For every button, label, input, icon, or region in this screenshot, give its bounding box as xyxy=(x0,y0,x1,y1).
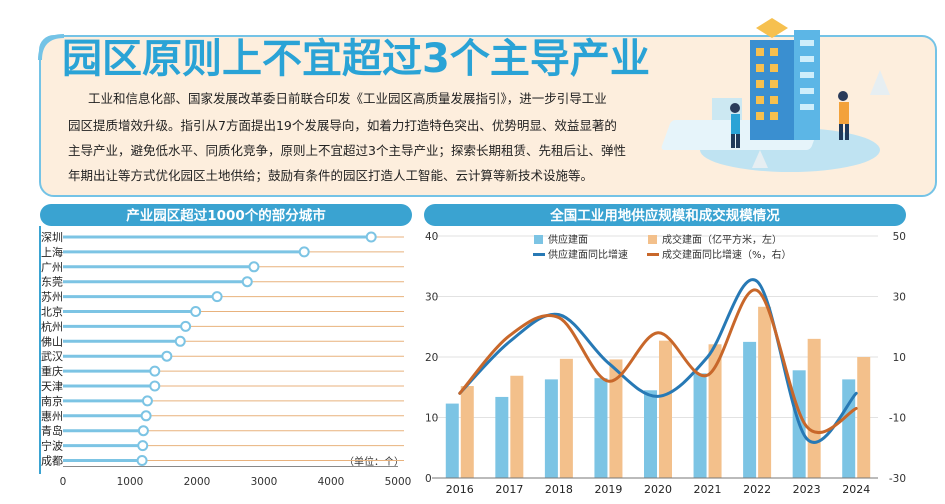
city-label: 杭州 xyxy=(41,319,63,333)
city-bar-dot xyxy=(298,246,310,258)
left-y-tick-label: 0 xyxy=(425,473,432,485)
intro-line-3: 主导产业，避免低水平、同质化竞争，原则上不宜超过3个主导产业；探索长期租赁、先租… xyxy=(68,143,626,158)
legend-swatch-line xyxy=(647,253,659,256)
left-y-tick-label: 20 xyxy=(425,352,438,364)
right-y-tick-label: -10 xyxy=(889,413,906,425)
x-tick-label: 2018 xyxy=(545,483,573,496)
city-label: 惠州 xyxy=(41,409,63,423)
x-tick-label: 0 xyxy=(60,476,67,488)
x-tick-label: 2019 xyxy=(594,483,622,496)
city-bar-dot xyxy=(211,291,223,303)
city-label: 成都 xyxy=(41,455,63,468)
city-label: 佛山 xyxy=(41,335,63,348)
city-label: 青岛 xyxy=(41,424,63,438)
header-panel: 园区原则上不宜超过3个主导产业 工业和信息化部、国家发展改革委日前联合印发《工业… xyxy=(38,34,937,197)
right-chart-title-bar xyxy=(424,204,906,226)
x-tick-label: 2023 xyxy=(793,483,821,496)
page-title: 园区原则上不宜超过3个主导产业 xyxy=(62,36,650,82)
x-tick-label: 1000 xyxy=(117,476,144,488)
city-bar-dot xyxy=(190,306,202,317)
supply-area-bar xyxy=(693,373,707,478)
deal-area-bar xyxy=(559,358,573,478)
city-label: 宁波 xyxy=(41,439,63,453)
x-tick-label: 2020 xyxy=(644,483,672,496)
city-label: 东莞 xyxy=(41,276,63,289)
left-y-tick-label: 10 xyxy=(425,413,438,425)
legend-label: 供应建面 xyxy=(548,233,588,246)
x-tick-label: 3000 xyxy=(251,476,278,488)
city-label: 北京 xyxy=(41,305,63,319)
deal-area-bar xyxy=(659,340,672,478)
supply-area-bar xyxy=(544,379,558,478)
city-bar-dot xyxy=(241,276,253,288)
deal-area-bar xyxy=(609,359,623,478)
left-chart-unit-label: （单位：个） xyxy=(344,455,404,468)
intro-line-1: 工业和信息化部、国家发展改革委日前联合印发《工业园区高质量发展指引》，进一步引导… xyxy=(88,91,607,106)
right-chart-title: 全国工业用地供应规模和成交规模情况 xyxy=(549,207,780,224)
left-chart-panel: 产业园区超过1000个的部分城市 （单位：个） 深圳上海广州东莞苏州北京杭州佛山… xyxy=(39,204,412,488)
left-y-tick-label: 30 xyxy=(425,292,438,304)
city-bar-dot xyxy=(140,410,152,422)
city-bar-dot xyxy=(137,440,149,452)
city-bar-dot xyxy=(141,395,153,407)
city-label: 广州 xyxy=(41,261,63,274)
legend-swatch-line xyxy=(533,253,545,256)
legend-label: 成交建面同比增速（%，右） xyxy=(662,248,792,261)
left-chart-title: 产业园区超过1000个的部分城市 xyxy=(126,207,326,224)
x-tick-label: 4000 xyxy=(318,476,345,488)
right-y-tick-label: 30 xyxy=(893,292,906,304)
city-label: 南京 xyxy=(41,394,63,408)
city-label: 深圳 xyxy=(41,231,63,244)
city-bar-dot xyxy=(149,365,161,377)
city-bar-dot xyxy=(248,261,260,273)
x-tick-label: 2022 xyxy=(743,483,771,496)
city-label: 重庆 xyxy=(41,364,63,378)
supply-area-bar xyxy=(743,341,757,478)
city-label: 苏州 xyxy=(41,291,63,304)
right-y-tick-label: -30 xyxy=(889,473,906,485)
supply-area-bar xyxy=(495,396,509,478)
left-chart-title-bar xyxy=(40,204,412,226)
city-label: 天津 xyxy=(41,380,63,393)
city-label: 上海 xyxy=(41,245,63,259)
x-tick-label: 2016 xyxy=(446,483,474,496)
x-tick-label: 5000 xyxy=(385,476,412,488)
right-chart-panel: 全国工业用地供应规模和成交规模情况 40 30 20 10 0 50 30 10 -10 -30 2… xyxy=(424,204,906,496)
city-bar-dot xyxy=(174,335,186,347)
supply-area-bar xyxy=(644,390,657,478)
legend-label: 成交建面（亿平方米，左） xyxy=(662,233,782,246)
x-tick-label: 2000 xyxy=(184,476,211,488)
city-bar-dot xyxy=(136,455,148,466)
city-label: 武汉 xyxy=(41,350,63,363)
legend-swatch-bar xyxy=(534,235,543,244)
supply-area-bar xyxy=(594,378,608,478)
deal-area-bar xyxy=(510,375,524,478)
x-tick-label: 2024 xyxy=(842,483,870,496)
intro-line-2: 园区提质增效升级。指引从7方面提出19个发展导向，如着力打造特色突出、优势明显、… xyxy=(68,118,617,133)
deal-area-bar xyxy=(758,306,772,478)
x-tick-label: 2017 xyxy=(495,483,523,496)
city-bar-dot xyxy=(149,380,161,392)
legend-swatch-bar xyxy=(648,235,657,244)
x-tick-label: 2021 xyxy=(694,483,722,496)
supply-area-bar xyxy=(445,403,459,478)
deal-area-bar xyxy=(807,338,821,478)
city-bar-dot xyxy=(365,231,377,243)
right-y-tick-label: 10 xyxy=(893,352,906,364)
city-bar-dot xyxy=(137,425,149,437)
city-bar-dot xyxy=(161,350,173,362)
legend-label: 供应建面同比增速 xyxy=(548,248,628,261)
deal-area-bar xyxy=(460,386,474,478)
deal-growth-line xyxy=(458,288,858,435)
supply-growth-line xyxy=(458,278,858,444)
industrial-park-illustration xyxy=(661,18,890,172)
deal-area-bar xyxy=(708,344,722,478)
supply-area-bar xyxy=(842,379,856,478)
right-y-tick-label: 50 xyxy=(893,231,906,243)
intro-line-4: 年期出让等方式优化园区土地供给；鼓励有条件的园区打造人工智能、云计算等新技术设施… xyxy=(68,168,593,183)
city-bar-dot xyxy=(180,320,192,332)
deal-area-bar xyxy=(857,357,871,478)
left-y-tick-label: 40 xyxy=(425,231,438,243)
